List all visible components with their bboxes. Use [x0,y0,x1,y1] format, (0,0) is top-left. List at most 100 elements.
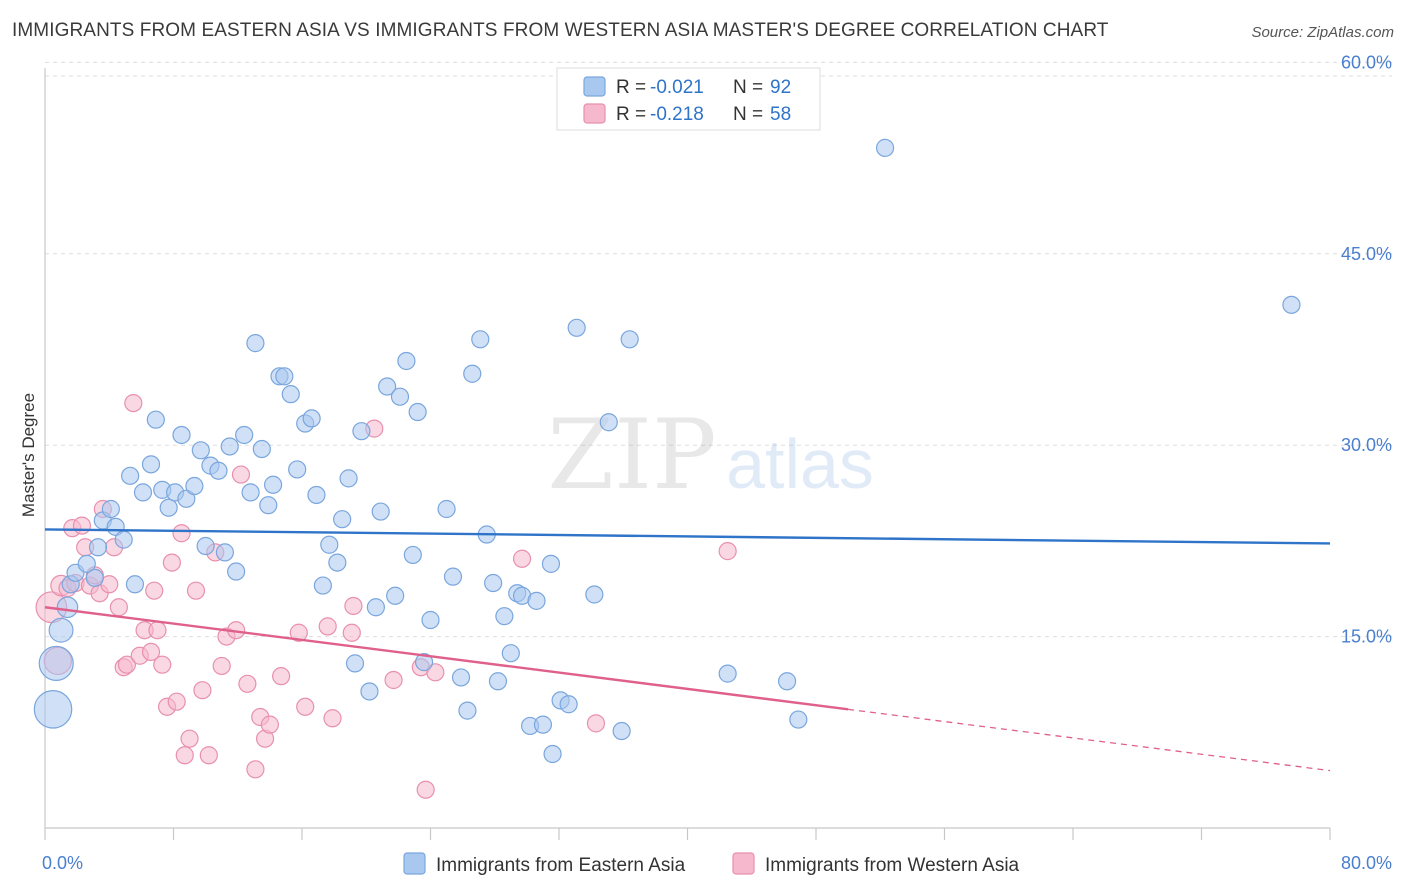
point-eastern-asia [33,690,73,729]
point-eastern-asia [146,410,165,429]
point-eastern-asia [191,441,210,460]
point-eastern-asia [220,437,239,456]
point-eastern-asia [451,668,471,687]
legend-label-western-asia: Immigrants from Western Asia [765,855,1020,876]
point-western-asia [342,623,361,642]
point-eastern-asia [85,568,104,588]
point-eastern-asia [559,695,578,714]
chart-title: IMMIGRANTS FROM EASTERN ASIA VS IMMIGRAN… [12,20,1109,41]
point-western-asia [426,663,445,682]
point-eastern-asia [227,562,246,581]
point-western-asia [109,598,128,617]
point-eastern-asia [386,586,405,605]
point-eastern-asia [48,617,74,643]
point-eastern-asia [408,402,427,422]
point-eastern-asia [252,439,271,459]
point-eastern-asia [789,710,808,729]
point-eastern-asia [141,455,161,474]
point-eastern-asia [313,576,332,595]
point-eastern-asia [543,744,562,764]
point-western-asia [231,465,251,484]
x-tick-label-min: 0.0% [42,853,83,873]
stats-legend-r-value-blue: -0.021 [650,77,704,98]
point-western-asia [384,670,403,690]
stats-legend-swatch-blue [583,76,606,97]
point-eastern-asia [88,538,108,557]
point-eastern-asia [488,672,508,691]
point-eastern-asia [288,460,307,479]
point-eastern-asia [612,721,631,741]
point-western-asia [124,393,143,413]
point-western-asia [117,655,137,674]
watermark: ZIP atlas [547,399,874,511]
point-eastern-asia [302,409,321,428]
point-eastern-asia [133,483,153,502]
point-eastern-asia [215,543,234,562]
point-eastern-asia [421,610,440,630]
stats-legend-r-label-blue: R = [616,77,651,98]
point-eastern-asia [437,499,456,519]
point-eastern-asia [172,425,191,445]
point-western-asia [289,623,308,642]
point-western-asia [193,681,212,700]
point-eastern-asia [458,701,477,720]
y-axis-title: Master's Degree [19,393,38,517]
point-eastern-asia [38,645,74,681]
y-tick-label: 15.0% [1341,627,1392,647]
point-western-asia [323,709,342,728]
point-western-asia [512,549,532,568]
series-legend: Immigrants from Eastern Asia Immigrants … [403,852,1020,876]
stats-legend-n-value-blue: 92 [770,77,791,98]
point-western-asia [186,581,206,600]
point-eastern-asia [307,485,326,505]
point-eastern-asia [390,387,410,406]
point-eastern-asia [777,672,797,691]
point-western-asia [238,674,257,693]
point-eastern-asia [263,475,283,494]
point-western-asia [212,656,231,676]
legend-label-eastern-asia: Immigrants from Eastern Asia [436,855,686,876]
point-eastern-asia [366,598,385,617]
point-western-asia [296,697,315,716]
point-eastern-asia [281,385,300,404]
trend-line-western-asia [44,606,849,711]
point-eastern-asia [121,466,140,485]
point-western-asia [167,692,186,711]
stats-legend-n-label-pink: N = [733,104,768,125]
point-western-asia [246,760,265,779]
point-eastern-asia [567,318,586,337]
trend-line-eastern-asia [44,528,1331,545]
point-eastern-asia [333,510,352,529]
point-eastern-asia [77,554,96,573]
point-western-asia [153,655,172,674]
point-eastern-asia [101,499,120,519]
point-western-asia [586,714,606,733]
point-eastern-asia [320,535,339,554]
point-eastern-asia [352,422,371,441]
point-eastern-asia [541,554,561,573]
gridlines [45,61,1392,638]
point-western-asia [318,617,337,636]
point-western-asia [718,542,737,561]
point-eastern-asia [1282,295,1301,314]
point-eastern-asia [360,682,379,701]
point-eastern-asia [599,413,618,432]
watermark-atlas: atlas [726,425,874,503]
watermark-zip: ZIP [547,399,716,511]
point-eastern-asia [339,469,358,488]
point-eastern-asia [463,364,482,383]
point-eastern-asia [471,330,490,349]
point-eastern-asia [371,502,390,521]
point-eastern-asia [114,530,133,549]
point-eastern-asia [241,483,260,502]
point-eastern-asia [495,607,514,626]
point-eastern-asia [533,715,553,734]
point-eastern-asia [875,138,895,157]
point-western-asia [141,642,161,662]
point-eastern-asia [125,575,145,594]
point-eastern-asia [501,644,520,663]
point-eastern-asia [185,476,204,496]
point-eastern-asia [397,351,416,371]
stats-legend-n-label-blue: N = [733,77,768,98]
point-eastern-asia [345,654,365,673]
